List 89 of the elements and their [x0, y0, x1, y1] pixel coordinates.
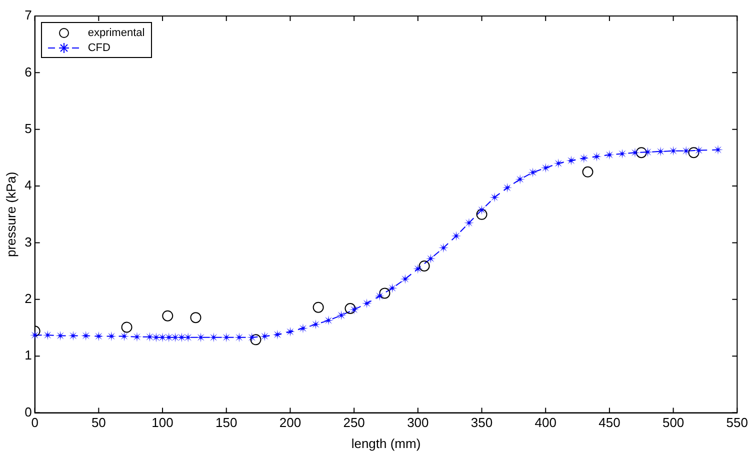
point: [451, 230, 462, 241]
x-tick-label: 400: [534, 415, 556, 430]
point: [656, 146, 666, 156]
point: [476, 204, 487, 215]
point: [566, 156, 576, 166]
point: [374, 291, 385, 302]
point: [190, 312, 202, 324]
point: [336, 310, 346, 320]
x-tick-label: 450: [598, 415, 620, 430]
point: [246, 332, 257, 342]
point: [553, 158, 564, 168]
y-axis-title: pressure (kPa): [3, 172, 18, 258]
point: [208, 332, 219, 342]
point: [426, 254, 436, 264]
x-tick-label: 150: [216, 415, 238, 430]
point: [464, 218, 474, 228]
x-tick-label: 350: [470, 415, 493, 430]
y-tick-label: 4: [24, 178, 32, 193]
point: [68, 330, 78, 341]
y-tick-label: 1: [24, 348, 32, 363]
point: [379, 288, 390, 299]
point: [94, 331, 104, 342]
y-tick-label: 6: [24, 64, 32, 80]
x-tick-label: 100: [152, 415, 174, 430]
point: [540, 162, 551, 173]
point: [681, 146, 692, 156]
point: [196, 332, 206, 342]
point: [688, 147, 700, 158]
point: [106, 331, 116, 342]
x-tick-label: 550: [726, 415, 748, 430]
point: [158, 332, 168, 342]
point: [349, 304, 360, 315]
y-tick-label: 3: [24, 234, 32, 250]
point: [344, 303, 356, 314]
x-tick-label: 200: [279, 415, 302, 430]
point: [362, 298, 372, 308]
x-tick-label: 500: [662, 415, 684, 430]
point: [55, 330, 66, 341]
point: [250, 334, 262, 346]
y-tick-label: 7: [24, 8, 32, 23]
point: [592, 152, 602, 162]
point: [400, 274, 410, 284]
legend-label: exprimental: [88, 26, 145, 38]
point: [170, 332, 180, 342]
point: [310, 319, 321, 330]
x-axis-title: length (mm): [351, 436, 421, 451]
point: [80, 330, 91, 341]
y-tick-label: 0: [24, 404, 32, 420]
y-tick-label: 2: [24, 291, 32, 306]
point: [164, 332, 174, 342]
point: [418, 260, 430, 272]
point: [578, 153, 589, 164]
legend-label: CFD: [88, 42, 110, 54]
point: [298, 323, 308, 334]
point: [221, 332, 232, 342]
point: [490, 192, 500, 202]
point: [285, 326, 296, 337]
point: [324, 315, 334, 326]
point: [387, 283, 398, 294]
point: [636, 147, 647, 158]
point: [617, 148, 628, 159]
point: [515, 174, 526, 184]
point: [119, 331, 130, 342]
point: [476, 208, 488, 220]
x-tick-label: 50: [91, 415, 106, 430]
point: [713, 144, 723, 155]
point: [312, 302, 324, 313]
point: [502, 182, 512, 193]
point: [438, 242, 448, 253]
point: [121, 322, 132, 333]
point: [412, 264, 423, 274]
x-tick-label: 300: [407, 415, 429, 430]
point: [694, 145, 704, 156]
point: [642, 147, 653, 158]
y-tick-label: 5: [24, 120, 32, 136]
point: [30, 330, 40, 340]
point: [176, 332, 187, 342]
point: [630, 148, 640, 158]
point: [272, 330, 282, 340]
point: [582, 166, 594, 178]
point: [528, 167, 538, 178]
point: [162, 310, 174, 322]
point: [144, 332, 155, 342]
point: [604, 150, 614, 160]
point: [234, 332, 244, 342]
point: [183, 332, 194, 342]
point: [260, 331, 270, 342]
x-tick-label: 250: [343, 415, 365, 430]
point: [668, 146, 678, 156]
